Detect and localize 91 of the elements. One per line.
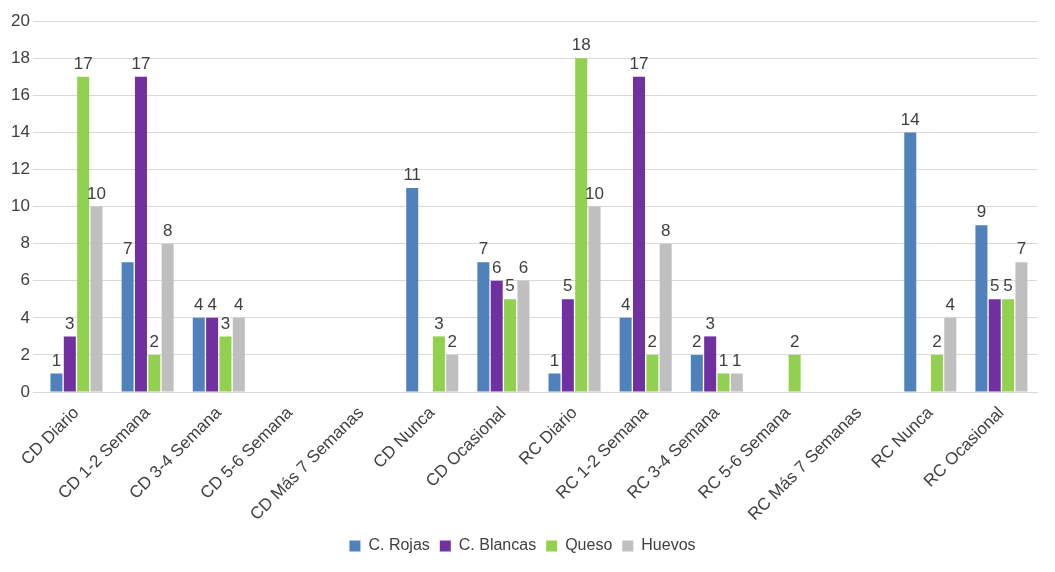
bar: [561, 299, 574, 392]
y-tick-label: 2: [20, 344, 30, 364]
y-tick-label: 4: [20, 307, 30, 327]
bar: [192, 317, 205, 392]
bar: [646, 354, 659, 392]
bar: [121, 262, 134, 392]
bar: [575, 58, 588, 392]
bar: [975, 225, 988, 392]
bar: [588, 206, 601, 392]
bar: [788, 354, 801, 392]
y-tick-label: 18: [10, 47, 30, 67]
legend-label: Huevos: [641, 536, 696, 554]
bar: [161, 243, 174, 392]
data-label: 6: [491, 257, 502, 277]
data-label: 17: [131, 54, 151, 74]
data-label: 1: [732, 350, 742, 370]
data-label: 2: [647, 332, 658, 352]
bar: [1002, 299, 1015, 392]
data-label: 3: [705, 313, 715, 333]
bar: [730, 373, 743, 392]
y-tick-label: 20: [10, 10, 30, 30]
bar: [988, 299, 1001, 392]
bar: [704, 336, 717, 392]
bar: [504, 299, 517, 392]
data-label: 5: [1003, 276, 1013, 296]
bar: [432, 336, 445, 392]
bar: [77, 76, 90, 392]
data-label: 2: [692, 332, 702, 352]
legend-label: Queso: [565, 536, 613, 554]
data-label: 4: [945, 295, 956, 315]
data-label: 3: [65, 313, 75, 333]
data-label: 8: [162, 220, 173, 240]
bar: [717, 373, 730, 392]
data-label: 1: [51, 350, 62, 370]
bar: [490, 280, 503, 392]
bar: [134, 76, 147, 392]
bar: [50, 373, 63, 392]
data-label: 1: [718, 350, 729, 370]
bar: [219, 336, 232, 392]
data-label: 18: [571, 35, 591, 55]
data-label: 14: [900, 109, 920, 129]
y-tick-label: 14: [10, 122, 30, 142]
data-label: 4: [620, 295, 631, 315]
data-label: 11: [403, 165, 422, 185]
data-label: 3: [220, 313, 231, 333]
data-label: 1: [549, 350, 560, 370]
data-label: 17: [73, 54, 93, 74]
data-label: 2: [149, 332, 160, 352]
data-label: 2: [932, 332, 942, 352]
data-label: 5: [505, 276, 515, 296]
data-label: 3: [434, 313, 444, 333]
bar: [517, 280, 530, 392]
bar: [930, 354, 943, 392]
bar: [63, 336, 76, 392]
data-label: 8: [660, 220, 671, 240]
y-tick-label: 12: [10, 159, 30, 179]
data-label: 2: [789, 332, 800, 352]
y-tick-label: 16: [10, 85, 30, 105]
bar: [232, 317, 245, 392]
data-label: 9: [976, 202, 987, 222]
bar: [548, 373, 561, 392]
y-tick-label: 8: [20, 233, 30, 253]
data-label: 7: [478, 239, 489, 259]
bar: [406, 188, 419, 392]
y-tick-label: 0: [20, 381, 30, 401]
y-tick-label: 10: [10, 196, 30, 216]
bar: [690, 354, 703, 392]
legend-label: C. Blancas: [458, 536, 537, 554]
data-label: 6: [518, 257, 529, 277]
bar: [619, 317, 632, 392]
bar: [148, 354, 161, 392]
data-label: 2: [447, 332, 457, 352]
data-label: 4: [207, 295, 217, 315]
bar: [904, 132, 917, 392]
bar: [206, 317, 219, 392]
data-label: 4: [234, 295, 244, 315]
data-label: 4: [194, 295, 204, 315]
data-label: 7: [122, 239, 133, 259]
bar: [477, 262, 490, 392]
legend-label: C. Rojas: [368, 536, 430, 554]
data-label: 17: [629, 54, 649, 74]
bar: [944, 317, 957, 392]
data-label: 5: [563, 276, 573, 296]
data-label: 7: [1016, 239, 1027, 259]
bar: [446, 354, 459, 392]
bar: [1015, 262, 1028, 392]
bar: [90, 206, 103, 392]
bar: [659, 243, 672, 392]
data-label: 5: [990, 276, 1000, 296]
y-tick-label: 6: [20, 270, 30, 290]
bar: [633, 76, 646, 392]
